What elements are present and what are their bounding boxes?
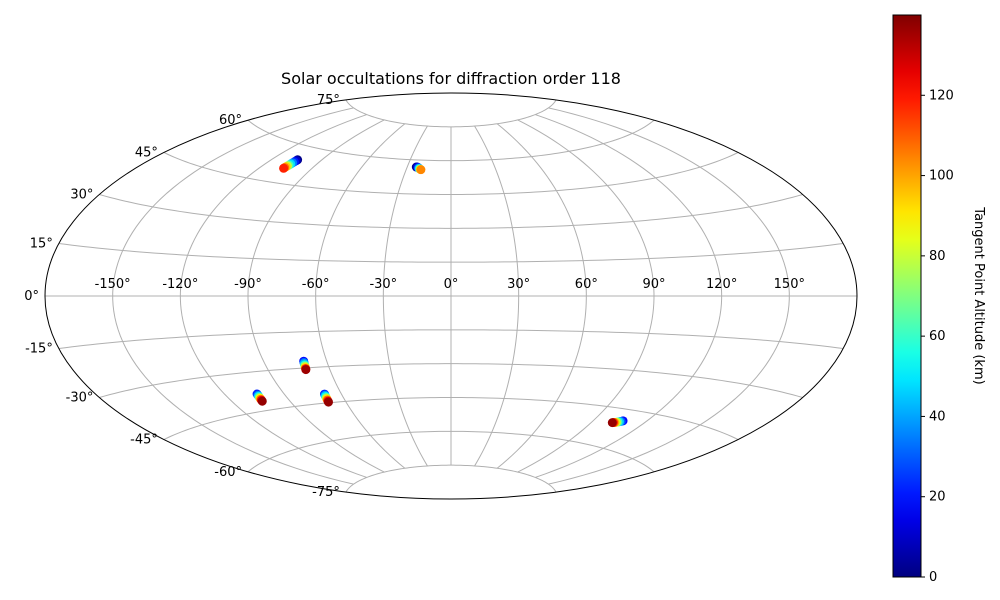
- parallel-gridline: [163, 152, 739, 196]
- occultation-point: [301, 365, 311, 375]
- longitude-tick-label: -120°: [162, 277, 198, 292]
- colorbar-label: Tangent Point Altitude (km): [971, 206, 986, 384]
- parallel-gridline: [345, 99, 557, 128]
- longitude-tick-label: 60°: [575, 277, 598, 292]
- parallel-gridline: [247, 430, 655, 473]
- gridlines: [45, 99, 857, 493]
- latitude-tick-label: 15°: [30, 236, 53, 251]
- longitude-tick-label: 150°: [774, 277, 805, 292]
- longitude-tick-label: -90°: [234, 277, 262, 292]
- latitude-tick-label: -15°: [25, 342, 53, 357]
- colorbar-gradient: [892, 14, 922, 578]
- occultation-point: [257, 396, 267, 406]
- colorbar: 0 20 40 60 80 100 120 Tangent Point Altitude (k…: [892, 14, 986, 585]
- latitude-tick-label: 30°: [70, 188, 93, 203]
- latitude-tick-label: 45°: [135, 145, 158, 160]
- longitude-tick-label: 30°: [507, 277, 530, 292]
- latitude-tick-label: 0°: [24, 289, 39, 304]
- parallel-gridline: [163, 396, 739, 440]
- latitude-tick-label: -60°: [214, 465, 242, 480]
- parallel-gridline: [58, 329, 844, 350]
- occultation-points: [252, 155, 628, 428]
- map-boundary: [44, 92, 858, 500]
- latitude-tick-label: 60°: [219, 113, 242, 128]
- parallel-gridline: [99, 363, 803, 398]
- colorbar-tick-label: 0: [929, 570, 937, 585]
- colorbar-tick-label: 20: [929, 490, 946, 505]
- colorbar-tick-label: 40: [929, 409, 946, 424]
- longitude-tick-label: -60°: [302, 277, 330, 292]
- longitude-tick-label: 0°: [444, 277, 459, 292]
- latitude-tick-label: 75°: [317, 93, 340, 108]
- occultation-point: [416, 165, 426, 175]
- colorbar-tick-label: 60: [929, 329, 946, 344]
- occultation-point: [607, 418, 617, 428]
- longitude-tick-label: 90°: [642, 277, 665, 292]
- map-outline: [44, 92, 858, 500]
- longitude-tick-label: -150°: [95, 277, 131, 292]
- latitude-tick-labels: 75° 60° 45° 30° 15° 0° -15° -30° -45° -60° -75°: [24, 93, 340, 500]
- longitude-tick-labels: -150° -120° -90° -60° -30° 0° 30° 60° 90° 120° 150…: [95, 277, 805, 292]
- colorbar-tick-label: 80: [929, 249, 946, 264]
- latitude-tick-label: -45°: [130, 433, 158, 448]
- parallel-gridline: [99, 194, 803, 229]
- parallel-gridline: [345, 464, 557, 493]
- occultation-point: [323, 397, 333, 407]
- colorbar-tick-label: 120: [929, 88, 954, 103]
- parallel-gridline: [58, 242, 844, 263]
- latitude-tick-label: -30°: [66, 391, 94, 406]
- latitude-tick-label: -75°: [312, 485, 340, 500]
- parallel-gridline: [247, 119, 655, 162]
- longitude-tick-label: -30°: [369, 277, 397, 292]
- occultation-point: [279, 163, 289, 173]
- colorbar-tick-label: 100: [929, 169, 954, 184]
- longitude-tick-label: 120°: [706, 277, 737, 292]
- chart-title: Solar occultations for diffraction order…: [281, 69, 621, 88]
